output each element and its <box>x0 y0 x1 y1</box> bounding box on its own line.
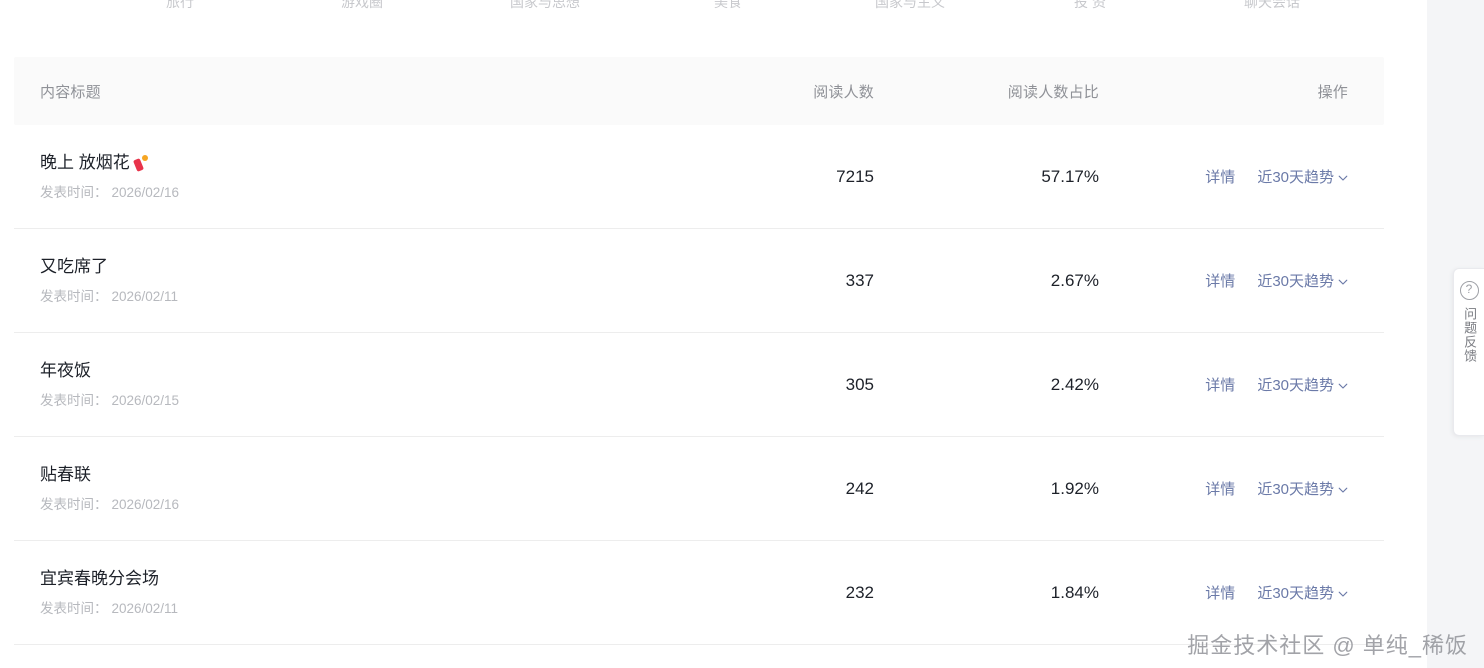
content-title-text: 又吃席了 <box>40 256 108 276</box>
publish-time: 发表时间： 2026/02/16 <box>40 184 714 202</box>
trend-dropdown[interactable]: 近30天趋势 <box>1257 270 1348 291</box>
trend-dropdown-label: 近30天趋势 <box>1257 481 1334 498</box>
column-header-actions: 操作 <box>1317 83 1348 101</box>
publish-time-value: 2026/02/15 <box>111 392 180 408</box>
cell-rate: 1.92% <box>1050 478 1099 498</box>
feedback-tab-label: 问题反馈 <box>1462 307 1478 363</box>
table-row: 年夜饭发表时间： 2026/02/15 305 2.42% 详情 近30天趋势 <box>14 333 1384 437</box>
trend-dropdown-label: 近30天趋势 <box>1257 169 1334 186</box>
content-data-table: 内容标题 阅读人数 阅读人数占比 操作 晚上 放烟花 发表时间： 2026/02/1… <box>14 57 1384 645</box>
detail-link[interactable]: 详情 <box>1205 377 1236 394</box>
column-header-rate: 阅读人数占比 <box>1007 83 1099 101</box>
table-body: 晚上 放烟花 发表时间： 2026/02/16 7215 57.17% 详情 近30天趋势又… <box>14 125 1384 645</box>
publish-time-label: 发表时间： <box>40 600 108 616</box>
chart-legend-item: 聊天会话 <box>1244 0 1300 10</box>
content-title[interactable]: 宜宾春晚分会场 <box>40 568 714 590</box>
publish-time-value: 2026/02/16 <box>111 184 180 200</box>
cell-title: 年夜饭发表时间： 2026/02/15 <box>14 360 714 410</box>
detail-link[interactable]: 详情 <box>1205 481 1236 498</box>
cell-rate: 1.84% <box>1050 582 1099 602</box>
cell-rate: 57.17% <box>1041 166 1099 186</box>
cell-reads: 242 <box>845 478 874 498</box>
trend-dropdown-label: 近30天趋势 <box>1257 377 1334 394</box>
cell-title: 宜宾春晚分会场发表时间： 2026/02/11 <box>14 568 714 618</box>
chart-legend-item: 国家与思想 <box>510 0 580 10</box>
cell-actions: 详情 近30天趋势 <box>1099 478 1384 499</box>
cell-actions: 详情 近30天趋势 <box>1099 582 1384 603</box>
trend-dropdown[interactable]: 近30天趋势 <box>1257 166 1348 187</box>
detail-link[interactable]: 详情 <box>1205 585 1236 602</box>
publish-time-label: 发表时间： <box>40 184 108 200</box>
chevron-down-icon <box>1338 381 1348 391</box>
table-row: 晚上 放烟花发表时间： 2026/02/16 7215 57.17% 详情 近30天趋势 <box>14 125 1384 229</box>
chevron-down-icon <box>1338 173 1348 183</box>
chart-legend-strip-clipped: 旅行 游戏圈 国家与思想 美食 国家与主义 投 资 聊天会话 <box>0 0 1427 16</box>
chart-legend-item: 游戏圈 <box>341 0 383 10</box>
content-title[interactable]: 晚上 放烟花 <box>40 152 714 174</box>
publish-time-label: 发表时间： <box>40 496 108 512</box>
cell-reads: 232 <box>845 582 874 602</box>
cell-rate: 2.67% <box>1050 270 1099 290</box>
publish-time: 发表时间： 2026/02/15 <box>40 392 714 410</box>
chevron-down-icon <box>1338 277 1348 287</box>
feedback-tab[interactable]: ? 问题反馈 <box>1453 268 1484 436</box>
cell-reads: 337 <box>845 270 874 290</box>
publish-time: 发表时间： 2026/02/11 <box>40 288 714 306</box>
content-title-text: 年夜饭 <box>40 360 91 380</box>
row-actions: 详情 近30天趋势 <box>1205 478 1348 499</box>
cell-actions: 详情 近30天趋势 <box>1099 270 1384 291</box>
publish-time-value: 2026/02/11 <box>111 600 179 616</box>
publish-time-label: 发表时间： <box>40 288 108 304</box>
cell-reads: 7215 <box>836 166 874 186</box>
trend-dropdown[interactable]: 近30天趋势 <box>1257 582 1348 603</box>
cell-title: 又吃席了发表时间： 2026/02/11 <box>14 256 714 306</box>
cell-reads: 305 <box>845 374 874 394</box>
cell-title: 晚上 放烟花发表时间： 2026/02/16 <box>14 152 714 202</box>
publish-time: 发表时间： 2026/02/11 <box>40 600 714 618</box>
publish-time-value: 2026/02/11 <box>111 288 179 304</box>
firecracker-emoji <box>132 154 149 172</box>
question-mark-icon: ? <box>1459 281 1479 300</box>
chart-legend-item: 旅行 <box>166 0 194 10</box>
chart-legend-item: 国家与主义 <box>875 0 945 10</box>
cell-title: 贴春联发表时间： 2026/02/16 <box>14 464 714 514</box>
content-title-text: 晚上 放烟花 <box>40 152 130 172</box>
table-row: 宜宾春晚分会场发表时间： 2026/02/11 232 1.84% 详情 近30天趋势 <box>14 541 1384 645</box>
content-title[interactable]: 年夜饭 <box>40 360 714 382</box>
content-title-text: 宜宾春晚分会场 <box>40 568 159 588</box>
detail-link[interactable]: 详情 <box>1205 169 1236 186</box>
content-title[interactable]: 贴春联 <box>40 464 714 486</box>
cell-rate: 2.42% <box>1050 374 1099 394</box>
table-row: 贴春联发表时间： 2026/02/16 242 1.92% 详情 近30天趋势 <box>14 437 1384 541</box>
publish-time-label: 发表时间： <box>40 392 108 408</box>
chevron-down-icon <box>1338 485 1348 495</box>
trend-dropdown-label: 近30天趋势 <box>1257 585 1334 602</box>
publish-time-value: 2026/02/16 <box>111 496 180 512</box>
trend-dropdown-label: 近30天趋势 <box>1257 273 1334 290</box>
chevron-down-icon <box>1338 589 1348 599</box>
row-actions: 详情 近30天趋势 <box>1205 374 1348 395</box>
detail-link[interactable]: 详情 <box>1205 273 1236 290</box>
content-title[interactable]: 又吃席了 <box>40 256 714 278</box>
column-header-title: 内容标题 <box>40 83 101 101</box>
cell-actions: 详情 近30天趋势 <box>1099 374 1384 395</box>
table-row: 又吃席了发表时间： 2026/02/11 337 2.67% 详情 近30天趋势 <box>14 229 1384 333</box>
table-header-row: 内容标题 阅读人数 阅读人数占比 操作 <box>14 57 1384 125</box>
content-card: 旅行 游戏圈 国家与思想 美食 国家与主义 投 资 聊天会话 内容标题 阅读人数 阅读人数占… <box>0 0 1427 668</box>
row-actions: 详情 近30天趋势 <box>1205 270 1348 291</box>
row-actions: 详情 近30天趋势 <box>1205 582 1348 603</box>
chart-legend-item: 投 资 <box>1074 0 1106 10</box>
column-header-reads: 阅读人数 <box>813 83 874 101</box>
publish-time: 发表时间： 2026/02/16 <box>40 496 714 514</box>
content-title-text: 贴春联 <box>40 464 91 484</box>
trend-dropdown[interactable]: 近30天趋势 <box>1257 478 1348 499</box>
row-actions: 详情 近30天趋势 <box>1205 166 1348 187</box>
chart-legend-item: 美食 <box>714 0 742 10</box>
cell-actions: 详情 近30天趋势 <box>1099 166 1384 187</box>
trend-dropdown[interactable]: 近30天趋势 <box>1257 374 1348 395</box>
chart-legend-row: 旅行 游戏圈 国家与思想 美食 国家与主义 投 资 聊天会话 <box>0 0 1427 15</box>
